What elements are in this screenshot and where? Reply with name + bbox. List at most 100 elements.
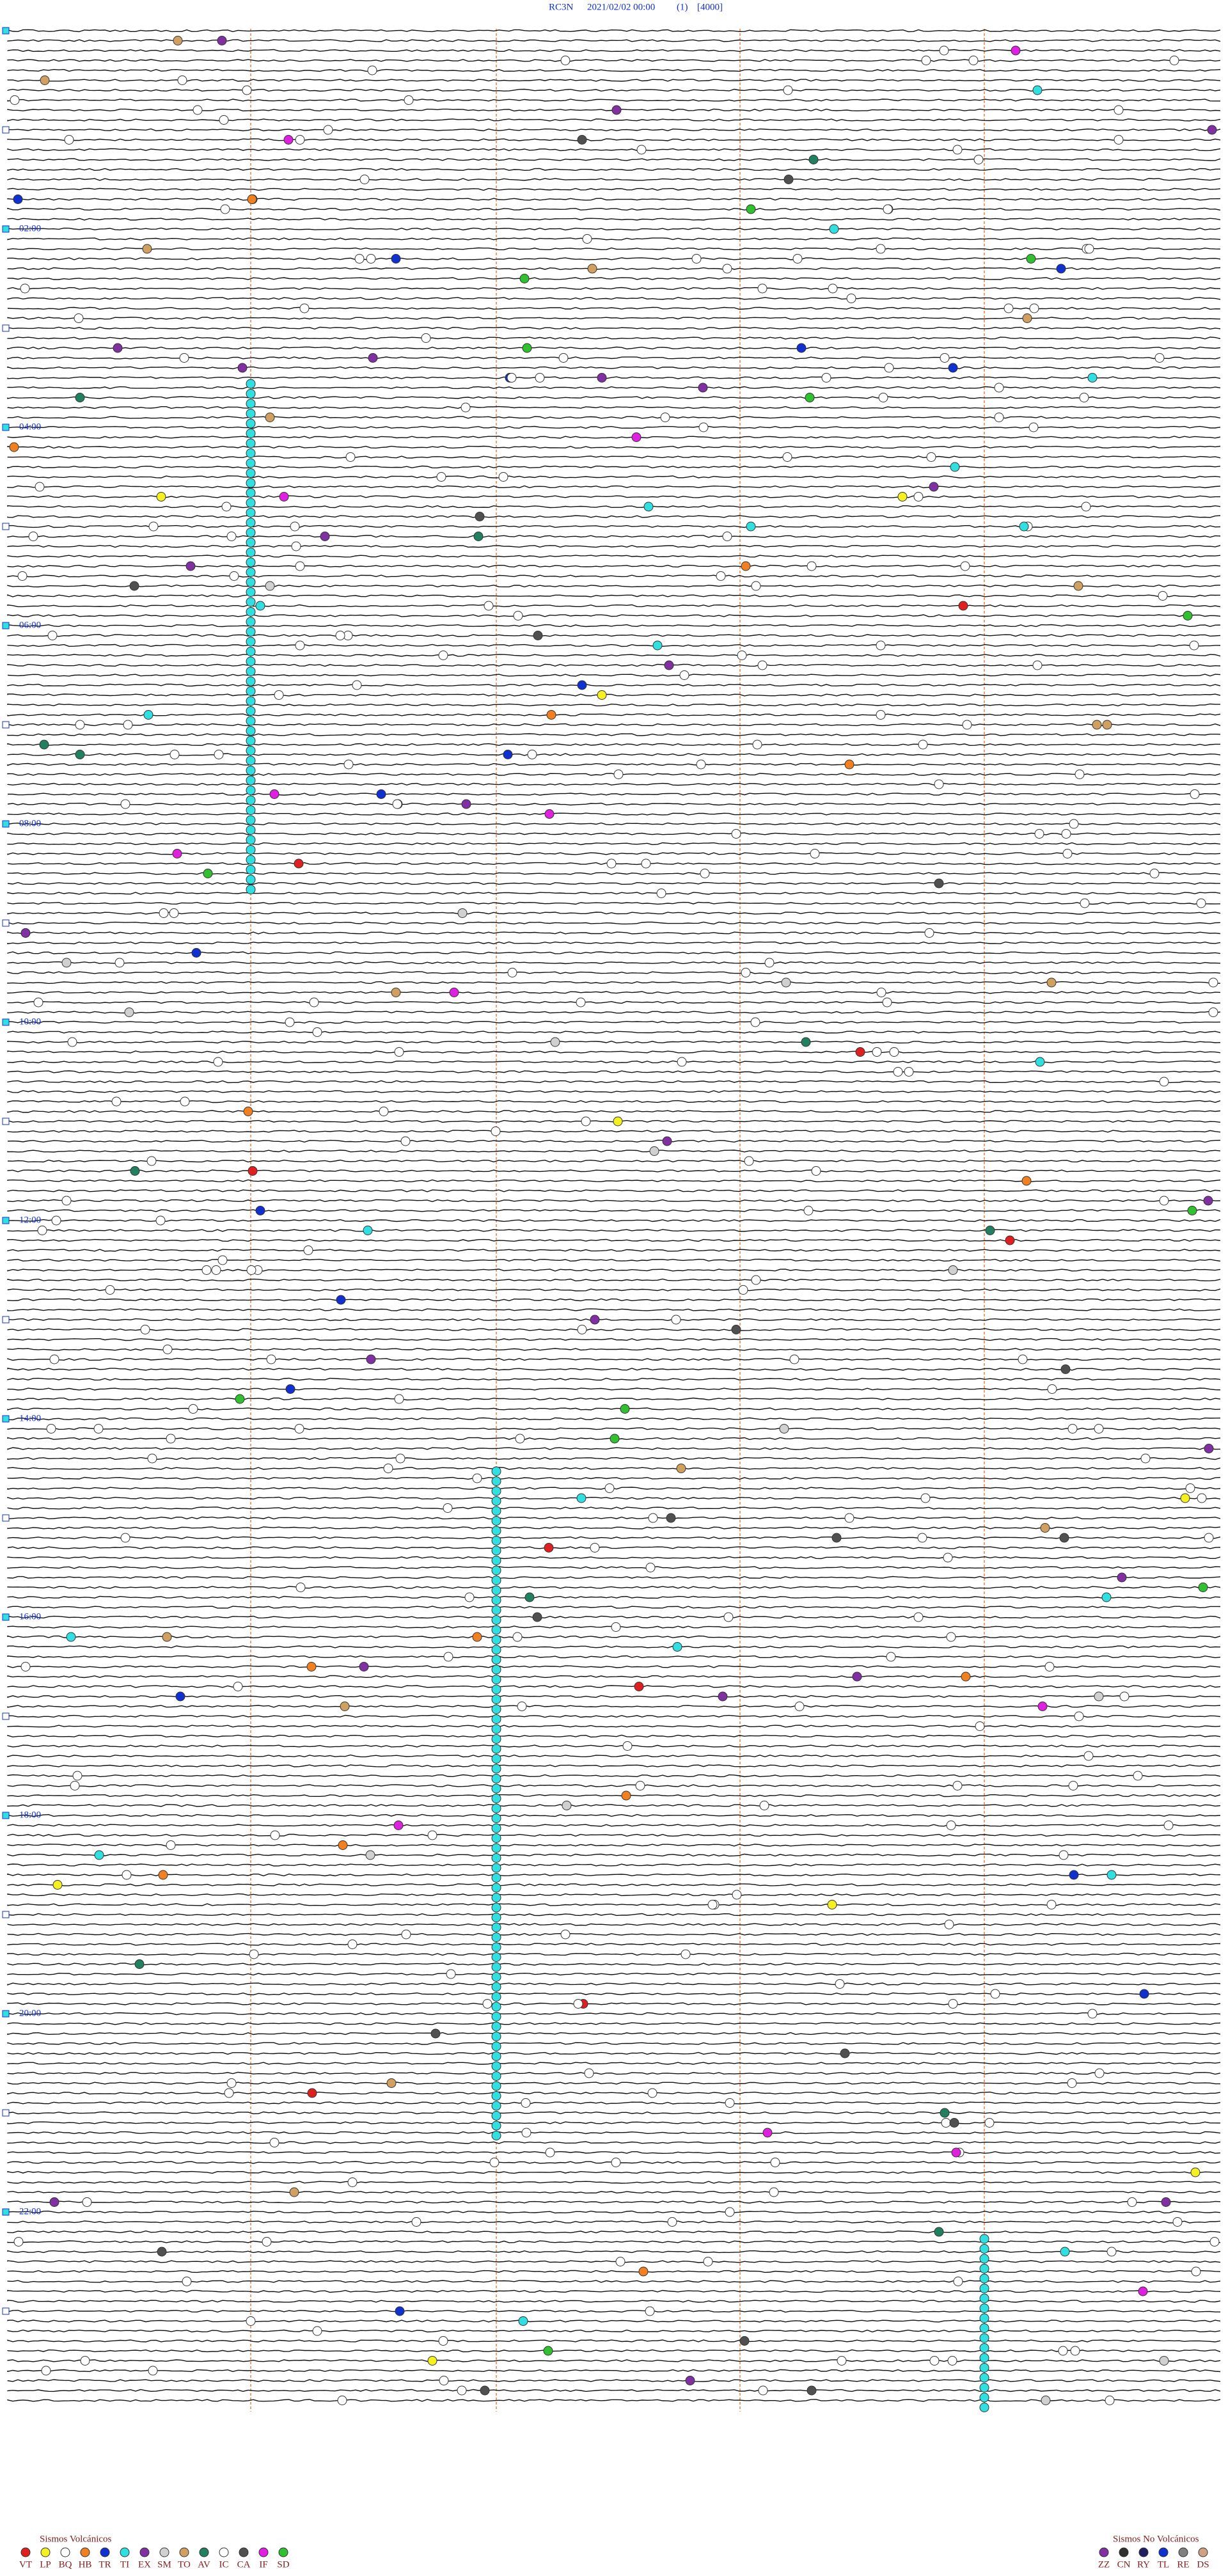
event-marker [581,1116,591,1126]
event-marker [155,1215,166,1226]
event-marker [491,1982,501,1992]
event-marker [246,865,256,874]
event-marker [312,1027,322,1037]
event-marker [340,1702,350,1711]
event-marker [746,204,756,214]
event-marker [449,988,459,997]
trace [7,912,1221,915]
event-marker [827,1900,837,1909]
event-marker [72,1771,83,1781]
trace [7,1238,1221,1242]
trace [7,1070,1221,1073]
trace [7,1794,1221,1798]
event-marker [246,537,256,548]
event-marker [303,1245,313,1255]
event-marker [491,2041,501,2051]
event-marker [498,472,508,482]
event-marker [631,432,642,442]
trace [7,1546,1221,1549]
event-marker [576,1493,586,1503]
event-marker [491,1675,501,1684]
event-marker [1158,591,1168,601]
trace [7,1189,1221,1192]
line-marker [2,622,10,629]
event-marker [985,1226,995,1235]
trace [7,614,1221,617]
event-marker [491,1783,501,1794]
event-marker [64,135,74,145]
event-marker [345,452,356,462]
event-marker [590,1543,600,1553]
trace [7,2220,1221,2224]
event-marker [464,1592,475,1602]
event-marker [491,1744,501,1754]
event-marker [546,710,556,720]
event-marker [513,611,523,620]
event-marker [446,1969,456,1979]
trace [7,822,1221,826]
event-marker [491,1635,501,1645]
trace [7,49,1221,52]
event-marker [610,1434,620,1444]
trace [7,326,1221,330]
event-marker [953,2277,963,2286]
event-marker [576,997,586,1007]
event-marker [759,1801,769,1810]
event-marker [242,85,252,95]
event-marker [1208,1007,1218,1017]
trace [7,2032,1221,2035]
event-marker [1070,2346,1080,2356]
trace [7,178,1221,181]
event-marker [491,1645,501,1655]
time-label: 22:00 [19,2206,41,2216]
event-marker [731,1325,741,1334]
trace [7,1139,1221,1143]
event-marker [944,1920,954,1929]
event-marker [606,858,617,869]
event-marker [400,1136,411,1146]
trace [7,88,1221,92]
event-marker [613,1116,623,1126]
event-marker [28,532,38,541]
event-marker [1101,1592,1112,1602]
event-marker [527,750,537,759]
event-marker [13,194,23,204]
trace [7,2280,1221,2283]
event-marker [46,1424,56,1434]
event-marker [979,2392,989,2403]
event-marker [173,36,183,45]
trace [7,1119,1221,1123]
event-marker [436,472,446,482]
event-marker [246,795,256,805]
event-marker [641,858,651,869]
line-marker [2,27,10,35]
trace [7,584,1221,588]
trace [7,425,1221,429]
trace [7,644,1221,647]
event-marker [751,1275,761,1285]
event-marker [979,2234,989,2244]
event-marker [491,1664,501,1675]
event-marker [93,1424,104,1434]
line-marker [2,1415,10,1423]
event-marker [248,1166,258,1176]
trace [7,773,1221,776]
event-marker [491,1625,501,1635]
line-marker [2,523,10,530]
event-marker [979,2323,989,2333]
trace [7,445,1221,449]
event-marker [122,1870,132,1880]
event-marker [146,1156,157,1166]
event-marker [1114,135,1124,145]
event-marker [979,2353,989,2363]
event-marker [246,855,256,865]
event-marker [246,508,256,518]
event-marker [666,1513,676,1523]
event-marker [354,254,365,264]
event-marker [792,254,803,264]
scale: [4000] [697,2,723,12]
trace [7,1308,1221,1311]
event-marker [213,1057,223,1067]
time-label: 12:00 [19,1215,41,1225]
trace [7,1328,1221,1331]
